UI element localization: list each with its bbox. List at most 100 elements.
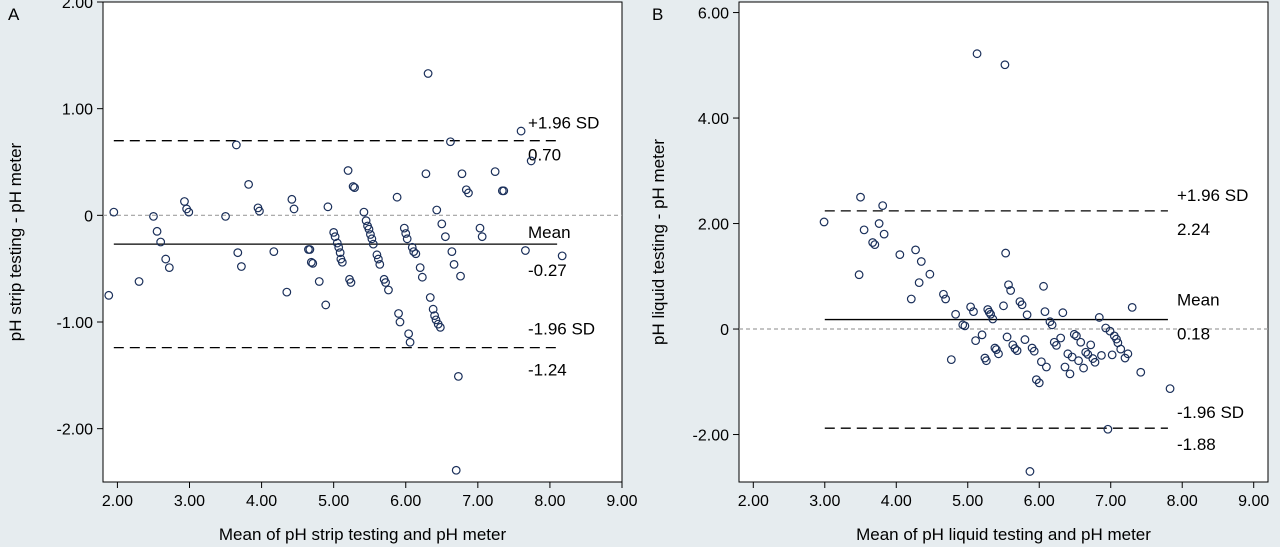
data-point: [1029, 346, 1039, 356]
lower-limit-line-value: -1.24: [528, 361, 567, 380]
data-point: [969, 307, 978, 317]
data-point: [164, 263, 174, 273]
data-point: [1065, 369, 1075, 379]
upper-limit-line-label: +1.96 SD: [528, 114, 599, 133]
data-point: [1012, 346, 1022, 356]
data-point: [456, 271, 465, 281]
data-point: [916, 257, 926, 266]
y-tick-label: -1.00: [57, 315, 94, 332]
data-point: [1086, 340, 1096, 350]
data-point: [343, 166, 353, 175]
data-point: [1022, 310, 1032, 320]
data-point: [464, 188, 473, 198]
data-point: [367, 234, 377, 244]
data-point: [981, 356, 991, 366]
data-point: [991, 345, 1001, 355]
data-point: [951, 309, 961, 319]
panel-letter: B: [652, 5, 663, 24]
x-tick-label: 3.00: [809, 493, 840, 510]
data-point: [409, 247, 419, 257]
data-point: [440, 232, 450, 242]
data-point: [431, 315, 441, 325]
x-tick-label: 8.00: [534, 493, 565, 510]
data-point: [490, 167, 500, 177]
mean-line-value: -0.27: [528, 261, 567, 280]
data-point: [819, 217, 829, 227]
data-point: [417, 272, 427, 282]
data-point: [516, 126, 526, 136]
x-tick-label: 9.00: [1238, 493, 1269, 510]
data-point: [1000, 60, 1010, 70]
data-point: [161, 254, 171, 264]
data-point: [1002, 332, 1012, 342]
x-tick-label: 4.00: [881, 493, 912, 510]
data-point: [911, 245, 920, 255]
y-tick-label: 2.00: [62, 0, 93, 12]
data-point: [152, 226, 162, 236]
x-tick-label: 5.00: [952, 493, 983, 510]
data-point: [404, 329, 414, 339]
data-point: [399, 223, 409, 233]
data-point: [447, 247, 457, 257]
data-point: [1010, 344, 1020, 353]
data-point: [1017, 300, 1027, 310]
data-point: [306, 257, 316, 267]
data-point: [1165, 384, 1175, 394]
data-point: [878, 201, 888, 211]
data-point: [407, 242, 417, 252]
data-point: [1001, 248, 1011, 258]
data-point: [348, 182, 358, 191]
data-point: [1040, 307, 1050, 317]
data-point: [988, 314, 998, 324]
data-point: [282, 287, 292, 297]
data-point: [1116, 344, 1126, 354]
data-point: [1039, 281, 1048, 291]
data-point: [895, 250, 905, 260]
plot-area: [738, 1, 1269, 483]
data-point: [384, 285, 393, 295]
data-point: [1103, 424, 1113, 434]
data-point: [346, 278, 356, 287]
y-axis-label: pH liquid testing - pH meter: [649, 139, 668, 345]
data-point: [432, 205, 442, 215]
x-tick-label: 9.00: [606, 493, 637, 510]
x-tick-label: 2.00: [102, 493, 133, 510]
data-point: [392, 192, 402, 202]
lower-limit-line-label: -1.96 SD: [528, 320, 595, 339]
data-point: [449, 260, 459, 269]
lower-limit-line-label: -1.96 SD: [1177, 403, 1244, 422]
data-point: [308, 258, 318, 268]
y-axis-label: pH strip testing - pH meter: [6, 142, 25, 341]
data-point: [421, 169, 431, 179]
data-point: [1076, 337, 1086, 347]
data-point: [457, 169, 467, 179]
data-point: [1136, 367, 1146, 377]
data-point: [859, 225, 869, 235]
x-tick-label: 7.00: [462, 493, 493, 510]
x-tick-label: 6.00: [1024, 493, 1055, 510]
data-point: [395, 317, 405, 327]
panel-b: B 2.00 3.00 4.00 5.00 6.00 7.00 8.00 9.00 -2.00 0 2…: [649, 1, 1269, 544]
data-point: [1074, 356, 1083, 366]
upper-limit-line-value: 2.24: [1177, 220, 1210, 239]
data-point: [906, 294, 916, 304]
data-point: [1041, 362, 1051, 372]
data-point: [415, 263, 425, 273]
x-tick-label: 7.00: [1095, 493, 1126, 510]
upper-limit-line-value: 0.70: [528, 146, 561, 165]
data-point: [854, 270, 864, 280]
data-point: [231, 140, 241, 150]
data-point: [423, 69, 433, 78]
upper-limit-line-label: +1.96 SD: [1177, 186, 1248, 205]
data-point: [184, 207, 194, 217]
data-point: [499, 186, 509, 196]
data-point: [375, 260, 385, 269]
plot-area: [102, 1, 623, 483]
data-point: [405, 337, 415, 347]
data-point: [149, 211, 158, 221]
y-tick-label: 0: [720, 322, 729, 339]
data-point: [1097, 351, 1106, 360]
data-point: [999, 301, 1008, 311]
data-point: [475, 223, 485, 233]
